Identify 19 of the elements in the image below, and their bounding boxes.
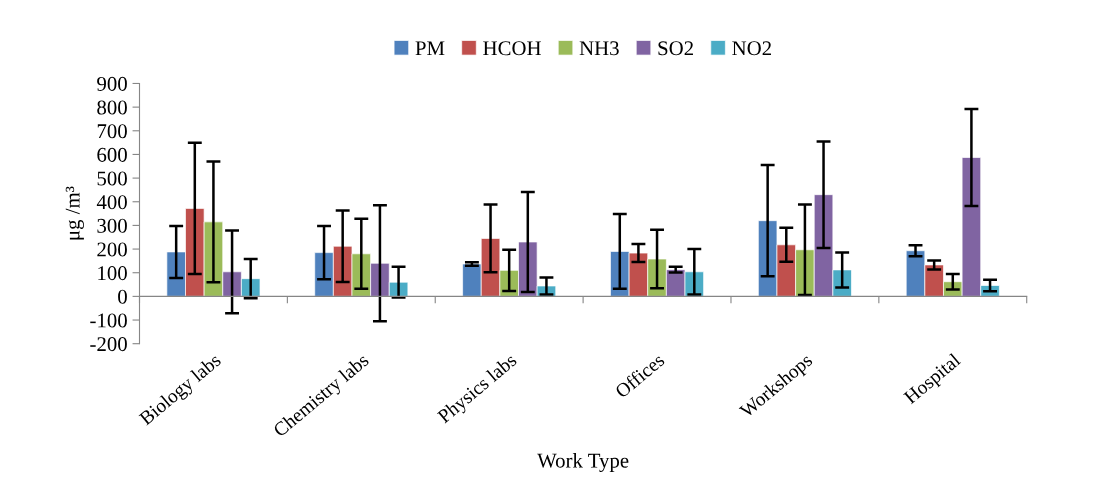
y-tick-label: 500 [97,171,127,186]
y-tick-label: -200 [90,337,127,352]
x-axis-title: Work Type [537,453,629,472]
y-tick-label: 0 [118,289,127,304]
y-tick-label: 600 [97,147,127,162]
y-tick-label: 900 [97,76,127,91]
y-tick-label: 100 [98,266,127,281]
y-tick-label: 300 [97,218,127,233]
legend-label: SO2 [658,41,693,56]
y-tick-label: 800 [97,100,127,115]
y-tick-label: -100 [90,313,127,328]
legend-label: NO2 [732,41,771,56]
y-tick-label: 700 [97,124,127,139]
legend-label: NH3 [579,41,619,56]
y-tick-label: 200 [97,242,127,257]
legend-label: PM [415,41,445,56]
legend-label: HCOH [483,41,541,56]
y-axis-title: μg /m³ [65,186,84,240]
y-tick-label: 400 [96,195,127,210]
